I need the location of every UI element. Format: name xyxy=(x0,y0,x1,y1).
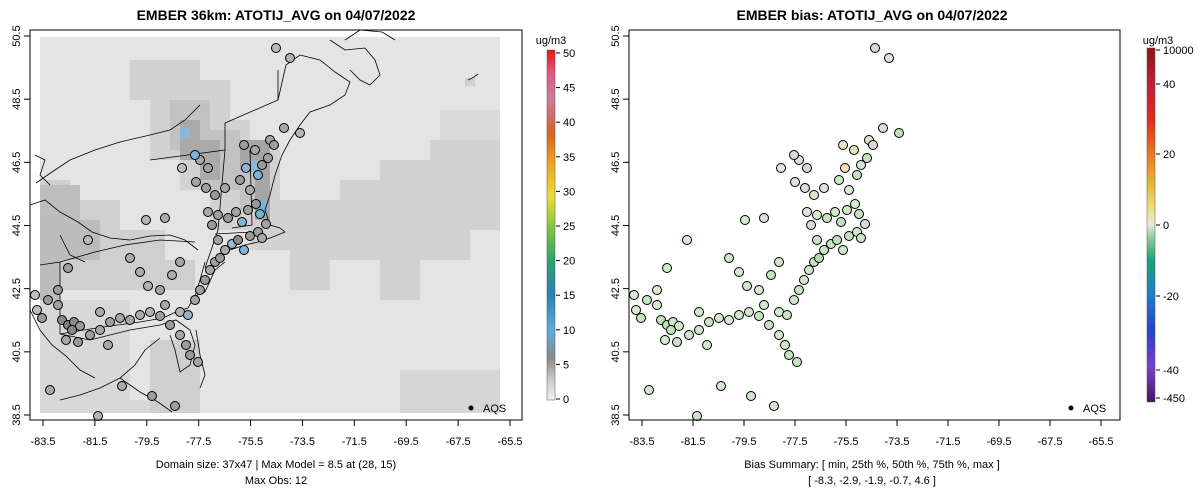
left-y-tick-label: 46.5 xyxy=(11,152,23,173)
right-y-axis: 38.5 40.5 42.5 44.5 46.5 48.5 50.5 xyxy=(610,25,629,426)
left-footer-max-obs: Max Obs: 12 xyxy=(245,475,307,487)
right-colorbar-tick-label: 20 xyxy=(1163,149,1175,161)
left-x-tick-label: -83.5 xyxy=(30,436,55,448)
left-y-tick-label: 48.5 xyxy=(11,88,23,109)
left-colorbar-tick-label: 5 xyxy=(563,359,569,371)
left-colorbar-tick-label: 50 xyxy=(563,48,575,60)
left-colorbar-tick-label: 35 xyxy=(563,152,575,164)
right-colorbar-tick-label: -20 xyxy=(1163,291,1179,303)
right-map-boundaries xyxy=(629,30,1077,412)
right-colorbar-tick-label: -450 xyxy=(1163,393,1185,405)
right-footer-bias-summary-label: Bias Summary: [ min, 25th %, 50th %, 75t… xyxy=(744,459,1000,471)
left-x-tick-label: -79.5 xyxy=(134,436,159,448)
left-x-tick-label: -67.5 xyxy=(446,436,471,448)
right-aqs-legend-marker xyxy=(1068,405,1074,411)
right-x-axis: -83.5 -81.5 -79.5 -77.5 -75.5 -73.5 -71.5 -69.5… xyxy=(629,420,1114,448)
right-y-tick-label: 38.5 xyxy=(610,404,622,425)
left-x-tick-label: -65.5 xyxy=(497,436,522,448)
right-x-tick-label: -81.5 xyxy=(680,436,705,448)
left-colorbar-tick-label: 10 xyxy=(563,325,575,337)
left-aqs-sites xyxy=(30,43,305,421)
left-x-tick-label: -75.5 xyxy=(238,436,263,448)
right-x-tick-label: -83.5 xyxy=(629,436,654,448)
left-y-tick-label: 44.5 xyxy=(11,215,23,236)
left-x-tick-label: -81.5 xyxy=(82,436,107,448)
right-y-tick-label: 48.5 xyxy=(610,88,622,109)
left-colorbar-tick-label: 15 xyxy=(563,290,575,302)
right-colorbar xyxy=(1146,47,1156,403)
left-map-panel: EMBER 36km: ATOTIJ_AVG on 04/07/2022 xyxy=(11,7,575,487)
left-colorbar-units: ug/m3 xyxy=(536,35,567,47)
left-colorbar-ticks: 0 5 10 15 20 25 30 35 40 45 50 xyxy=(556,48,575,406)
left-x-tick-label: -73.5 xyxy=(290,436,315,448)
left-colorbar xyxy=(546,49,556,401)
left-x-tick-label: -71.5 xyxy=(342,436,367,448)
right-aqs-legend-label: AQS xyxy=(1083,403,1106,415)
left-colorbar-tick-label: 40 xyxy=(563,117,575,129)
left-aqs-legend-label: AQS xyxy=(483,403,506,415)
right-y-tick-label: 40.5 xyxy=(610,341,622,362)
left-y-axis: 38.5 40.5 42.5 44.5 46.5 48.5 50.5 xyxy=(11,25,30,426)
left-colorbar-tick-label: 30 xyxy=(563,186,575,198)
left-y-tick-label: 42.5 xyxy=(11,278,23,299)
right-x-tick-label: -67.5 xyxy=(1037,436,1062,448)
right-x-tick-label: -71.5 xyxy=(935,436,960,448)
right-y-tick-label: 42.5 xyxy=(610,278,622,299)
right-colorbar-tick-label: 10000 xyxy=(1163,45,1194,57)
right-x-tick-label: -75.5 xyxy=(833,436,858,448)
left-aqs-legend-marker xyxy=(468,405,474,411)
left-footer-domain-info: Domain size: 37x47 | Max Model = 8.5 at … xyxy=(156,459,396,471)
right-plot-frame xyxy=(628,29,1121,421)
left-colorbar-tick-label: 25 xyxy=(563,221,575,233)
left-colorbar-tick-label: 0 xyxy=(563,394,569,406)
left-x-tick-label: -77.5 xyxy=(186,436,211,448)
left-y-tick-label: 50.5 xyxy=(11,25,23,46)
right-x-tick-label: -73.5 xyxy=(884,436,909,448)
right-x-tick-label: -65.5 xyxy=(1088,436,1113,448)
right-x-tick-label: -79.5 xyxy=(731,436,756,448)
right-y-tick-label: 50.5 xyxy=(610,25,622,46)
right-colorbar-tick-label: 40 xyxy=(1163,79,1175,91)
right-x-tick-label: -77.5 xyxy=(782,436,807,448)
right-colorbar-tick-label: -40 xyxy=(1163,365,1179,377)
right-y-tick-label: 46.5 xyxy=(610,152,622,173)
right-map-panel: EMBER bias: ATOTIJ_AVG on 04/07/2022 xyxy=(610,7,1194,487)
left-colorbar-tick-label: 45 xyxy=(563,83,575,95)
right-aqs-bias-sites xyxy=(629,43,904,421)
right-colorbar-tick-label: 0 xyxy=(1163,220,1169,232)
model-concentration-field xyxy=(40,37,500,413)
left-y-tick-label: 38.5 xyxy=(11,404,23,425)
right-colorbar-units: ug/m3 xyxy=(1143,35,1174,47)
left-colorbar-tick-label: 20 xyxy=(563,256,575,268)
right-footer-bias-summary-values: [ -8.3, -2.9, -1.9, -0.7, 4.6 ] xyxy=(808,475,936,487)
right-x-tick-label: -69.5 xyxy=(986,436,1011,448)
left-y-tick-label: 40.5 xyxy=(11,341,23,362)
left-x-tick-label: -69.5 xyxy=(394,436,419,448)
right-colorbar-ticks: 10000 40 20 0 -20 -40 -450 xyxy=(1156,45,1194,405)
left-map-title: EMBER 36km: ATOTIJ_AVG on 04/07/2022 xyxy=(137,7,416,23)
right-map-title: EMBER bias: ATOTIJ_AVG on 04/07/2022 xyxy=(736,7,1007,23)
left-x-axis: -83.5 -81.5 -79.5 -77.5 -75.5 -73.5 -71.5 -69.5… xyxy=(30,420,523,448)
right-y-tick-label: 44.5 xyxy=(610,215,622,236)
